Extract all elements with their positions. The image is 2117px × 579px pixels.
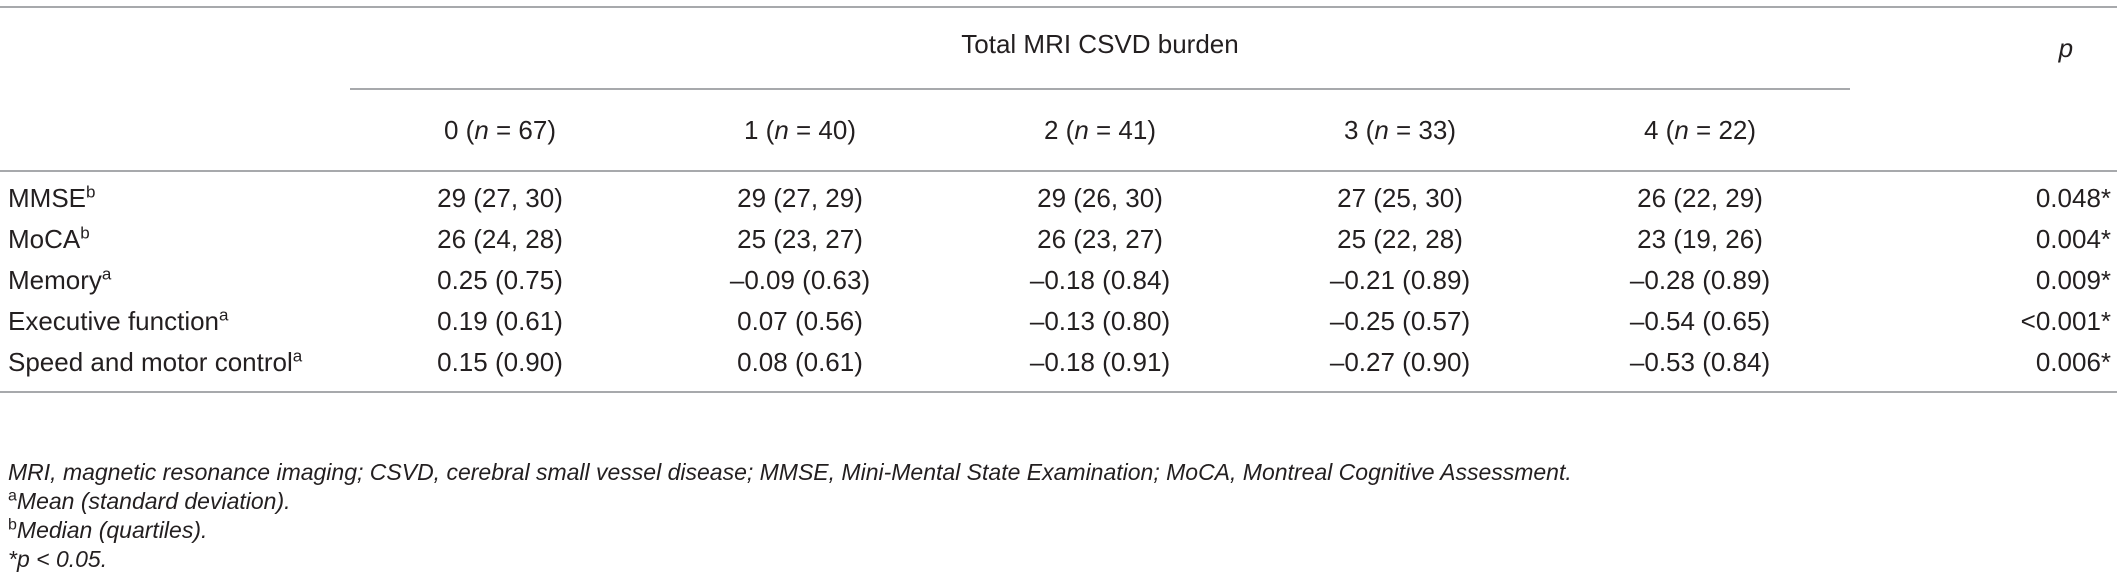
row-label: Speed and motor controla	[0, 342, 350, 393]
table-row: Speed and motor controla 0.15 (0.90) 0.0…	[0, 342, 2117, 393]
table-cell: 23 (19, 26)	[1637, 224, 1763, 254]
table-row: MMSEb 29 (27, 30) 29 (27, 29) 29 (26, 30…	[0, 171, 2117, 219]
table-cell: –0.18 (0.84)	[1029, 265, 1171, 295]
table-cell: –0.25 (0.57)	[1329, 306, 1471, 336]
abbreviations-note: MRI, magnetic resonance imaging; CSVD, c…	[8, 459, 1572, 485]
table-cell: 0.08 (0.61)	[650, 342, 950, 393]
table-cell: –0.21 (0.89)	[1329, 265, 1471, 295]
row-label: MMSEb	[8, 182, 96, 213]
column-header-0: 0 (n = 67)	[350, 89, 650, 172]
table-cell: –0.18 (0.91)	[950, 342, 1250, 393]
table-cell: 29 (26, 30)	[1037, 183, 1163, 213]
table-row: MoCAb 26 (24, 28) 25 (23, 27) 26 (23, 27…	[0, 219, 2117, 260]
table-cell: –0.53 (0.84)	[1550, 342, 1851, 393]
table-cell: 25 (22, 28)	[1337, 224, 1463, 254]
table-cell: 0.25 (0.75)	[437, 265, 563, 295]
header-blank-cell	[0, 89, 350, 172]
table-row: Executive functiona 0.19 (0.61) 0.07 (0.…	[0, 301, 2117, 342]
header-blank-cell	[1850, 89, 2117, 172]
column-header-1: 1 (n = 40)	[650, 89, 950, 172]
table-cell: 27 (25, 30)	[1337, 183, 1463, 213]
column-header-4: 4 (n = 22)	[1550, 89, 1851, 172]
row-label: Memorya	[8, 264, 112, 295]
results-table: Total MRI CSVD burden p 0 (n = 67) 1 (n …	[0, 6, 2117, 393]
table-cell: 0.19 (0.61)	[437, 306, 563, 336]
footnote-b: bMedian (quartiles).	[8, 516, 208, 543]
table-cell: 29 (27, 30)	[437, 183, 563, 213]
table-cell: 0.15 (0.90)	[350, 342, 650, 393]
table-cell: 26 (23, 27)	[1037, 224, 1163, 254]
table-cell: 26 (24, 28)	[437, 224, 563, 254]
p-value: 0.004*	[2035, 224, 2112, 254]
column-header-2: 2 (n = 41)	[950, 89, 1250, 172]
row-label: MoCAb	[8, 223, 90, 254]
table-cell: –0.27 (0.90)	[1250, 342, 1550, 393]
p-value: 0.048*	[2035, 183, 2112, 213]
footnote-a: aMean (standard deviation).	[8, 487, 291, 514]
header-row-columns: 0 (n = 67) 1 (n = 40) 2 (n = 41) 3 (n = …	[0, 89, 2117, 172]
group-header-text: Total MRI CSVD burden	[961, 28, 1239, 59]
significance-note: *p < 0.05.	[8, 546, 108, 572]
row-label: Executive functiona	[8, 305, 229, 336]
p-value: 0.009*	[2035, 265, 2112, 295]
table-cell: –0.13 (0.80)	[1029, 306, 1171, 336]
table-cell: –0.09 (0.63)	[729, 265, 871, 295]
table-cell: 0.07 (0.56)	[737, 306, 863, 336]
p-header: p	[1850, 6, 2117, 89]
table-cell: 26 (22, 29)	[1637, 183, 1763, 213]
header-row-group: Total MRI CSVD burden p	[0, 6, 2117, 90]
table-cell: –0.28 (0.89)	[1629, 265, 1771, 295]
header-blank-cell	[0, 6, 350, 89]
table-cell: 29 (27, 29)	[737, 183, 863, 213]
table-cell: –0.54 (0.65)	[1629, 306, 1771, 336]
column-header-3: 3 (n = 33)	[1250, 89, 1550, 172]
p-value: 0.006*	[1850, 342, 2117, 393]
table-cell: 25 (23, 27)	[737, 224, 863, 254]
group-header: Total MRI CSVD burden	[350, 6, 1851, 90]
table-footnotes: MRI, magnetic resonance imaging; CSVD, c…	[8, 458, 1572, 574]
p-value: <0.001*	[2020, 306, 2112, 336]
table-row: Memorya 0.25 (0.75) –0.09 (0.63) –0.18 (…	[0, 260, 2117, 301]
